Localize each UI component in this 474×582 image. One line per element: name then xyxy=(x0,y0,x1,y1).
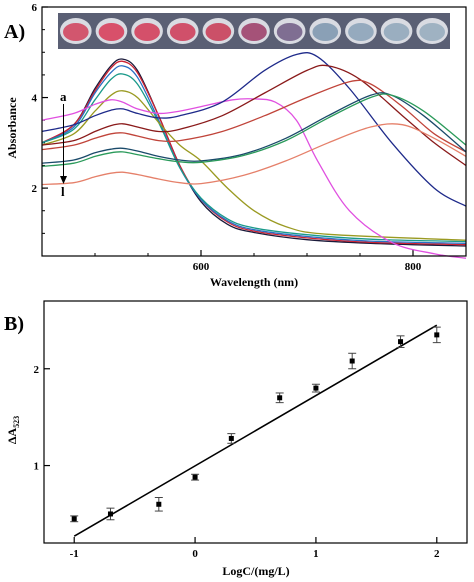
well-solution xyxy=(169,23,196,41)
annotation-a: a xyxy=(60,89,67,104)
panel-a-frame xyxy=(41,6,467,257)
delta-a-subscript: 523 xyxy=(12,416,21,428)
x-tick-label: 0 xyxy=(192,548,198,560)
data-point xyxy=(106,507,115,521)
well-solution xyxy=(383,23,410,41)
panel-b-plot-area xyxy=(44,301,467,543)
point-marker xyxy=(313,385,319,391)
panel-b-x-axis-title: LogC/(mg/L) xyxy=(222,564,289,578)
point-marker xyxy=(107,511,113,517)
panel-a: A) 600 800 2 4 6 a l Absorbance Wavelength (… xyxy=(4,2,467,289)
data-point xyxy=(348,352,357,370)
x-tick-label: 800 xyxy=(405,261,422,273)
panel-a-y-axis-title: Absorbance xyxy=(5,97,19,159)
x-tick-label: -1 xyxy=(70,548,79,560)
data-point xyxy=(70,515,79,523)
y-tick-label: 2 xyxy=(34,364,40,376)
point-marker xyxy=(156,501,162,507)
sample-wells-photo xyxy=(58,13,450,49)
well-solution xyxy=(276,23,303,41)
well-solution xyxy=(241,23,267,41)
panel-a-spectra xyxy=(41,52,467,259)
data-point xyxy=(311,383,320,393)
panel-b-frame xyxy=(43,300,468,544)
x-tick-label: 2 xyxy=(434,548,440,560)
point-marker xyxy=(349,358,355,364)
y-tick-label: 2 xyxy=(32,183,38,195)
well-solution xyxy=(312,23,339,41)
series-order-arrow: a l xyxy=(60,89,67,199)
spectrum-line xyxy=(41,123,467,186)
well-solution xyxy=(205,23,232,41)
spectrum-line xyxy=(41,64,467,167)
spectrum-line xyxy=(41,98,467,259)
x-tick-label: 1 xyxy=(313,548,319,560)
data-point xyxy=(432,326,441,344)
spectrum-line xyxy=(41,60,467,246)
panel-b-data-points xyxy=(70,326,441,523)
linear-fit xyxy=(73,324,438,537)
data-point xyxy=(227,433,236,444)
point-marker xyxy=(434,332,440,338)
delta-a-label: ΔA xyxy=(5,428,19,445)
spectrum-line xyxy=(41,93,467,168)
panel-b-ticks: -1 0 1 2 1 2 xyxy=(34,364,441,560)
arrow-head xyxy=(60,176,67,184)
panel-a-x-axis-title: Wavelength (nm) xyxy=(210,275,298,289)
spectrum-line xyxy=(41,52,467,207)
annotation-l: l xyxy=(61,184,65,199)
data-point xyxy=(191,473,200,481)
panel-a-ticks: 600 800 2 4 6 xyxy=(32,2,422,273)
data-point xyxy=(154,497,163,512)
well-solution xyxy=(98,23,125,41)
well-solution xyxy=(134,23,160,41)
point-marker xyxy=(71,516,77,522)
spectrum-line xyxy=(41,73,467,243)
panel-b-y-axis-title: ΔA523 xyxy=(5,416,21,444)
panel-b: B) -1 0 1 2 1 2 ΔA523 LogC/(mg/L) xyxy=(4,300,468,578)
data-point xyxy=(396,335,405,348)
y-tick-label: 6 xyxy=(32,2,38,14)
y-tick-label: 4 xyxy=(32,93,38,105)
point-marker xyxy=(228,435,234,441)
well-solution xyxy=(419,23,445,41)
spectrum-line xyxy=(41,92,467,164)
point-marker xyxy=(192,474,198,480)
panel-b-label: B) xyxy=(4,313,24,335)
panel-b-fit-line xyxy=(73,324,438,537)
point-marker xyxy=(398,339,404,345)
point-marker xyxy=(277,395,283,401)
y-tick-label: 1 xyxy=(34,461,40,473)
x-tick-label: 600 xyxy=(193,261,210,273)
data-point xyxy=(275,392,284,404)
well-solution xyxy=(348,23,374,41)
well-solution xyxy=(63,23,89,41)
panel-a-label: A) xyxy=(4,21,25,43)
spectrum-line xyxy=(41,90,467,241)
